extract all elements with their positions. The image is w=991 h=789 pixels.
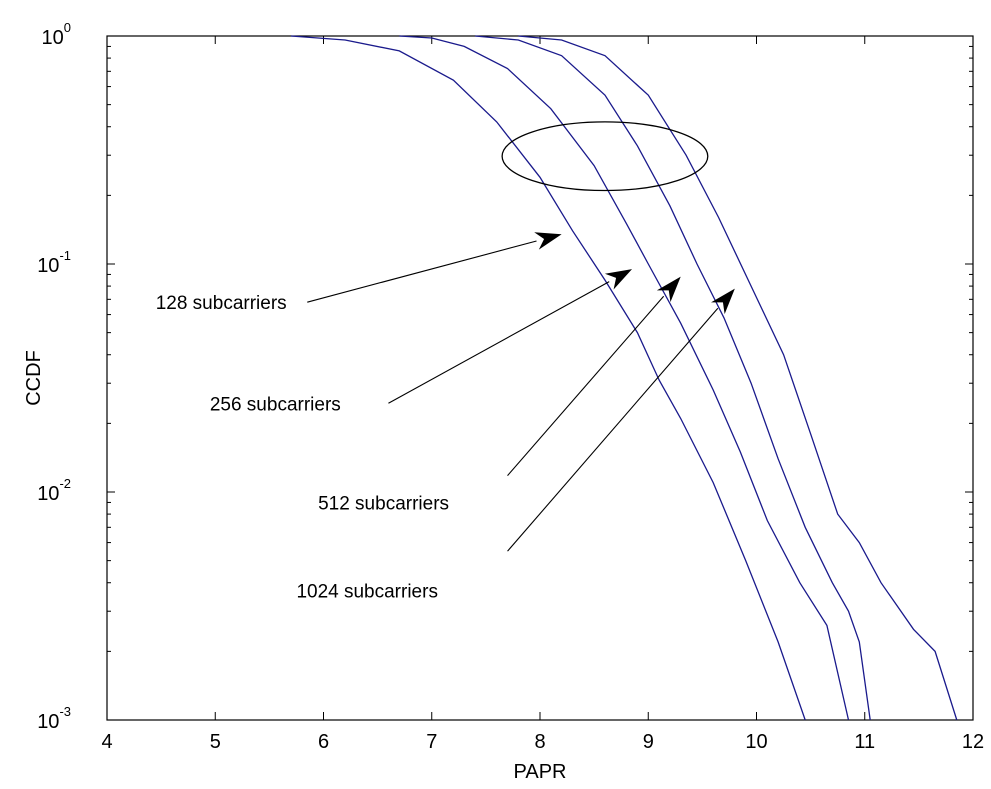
series-line-2 (399, 35, 850, 721)
x-tick-label: 12 (962, 731, 984, 753)
x-axis-label: PAPR (514, 761, 567, 783)
annotation-arrow-line-1 (307, 240, 537, 303)
annotation-arrow-line-3 (507, 295, 665, 476)
y-axis-label: CCDF (23, 350, 45, 406)
series-line-1 (290, 35, 806, 721)
y-tick-label: 10-1 (37, 248, 71, 277)
x-tick-label: 10 (745, 731, 767, 753)
annotation-arrow-head-4 (711, 288, 735, 315)
annotation-arrow-line-2 (388, 281, 610, 404)
x-tick-label: 4 (101, 731, 112, 753)
series-line-4 (518, 35, 958, 721)
plot-frame (106, 35, 974, 721)
x-tick-label: 6 (318, 731, 329, 753)
x-tick-label: 7 (426, 731, 437, 753)
annotation-label-4: 1024 subcarriers (296, 581, 438, 602)
annotation-label-2: 256 subcarriers (210, 394, 341, 415)
x-tick-label: 9 (643, 731, 654, 753)
annotation-arrow-line-4 (507, 307, 719, 552)
tick-marks (106, 35, 974, 721)
annotations: 128 subcarriers 256 subcarriers 512 subcar… (156, 121, 735, 602)
x-tick-label: 8 (534, 731, 545, 753)
x-tick-label: 5 (210, 731, 221, 753)
x-tick-labels: 4 5 6 7 8 9 10 11 12 (101, 731, 984, 753)
y-tick-label: 10-3 (37, 704, 71, 733)
annotation-label-1: 128 subcarriers (156, 293, 287, 314)
series-line-3 (475, 35, 871, 721)
y-tick-label: 10-2 (37, 476, 71, 505)
annotation-arrow-head-2 (604, 269, 633, 290)
annotation-label-3: 512 subcarriers (318, 493, 449, 514)
annotation-arrow-head-3 (656, 276, 681, 303)
annotation-arrow-head-1 (534, 232, 562, 250)
group-ellipse (501, 121, 709, 192)
series-lines (290, 35, 958, 721)
x-tick-label: 11 (854, 731, 875, 753)
y-tick-label: 100 (42, 20, 71, 49)
